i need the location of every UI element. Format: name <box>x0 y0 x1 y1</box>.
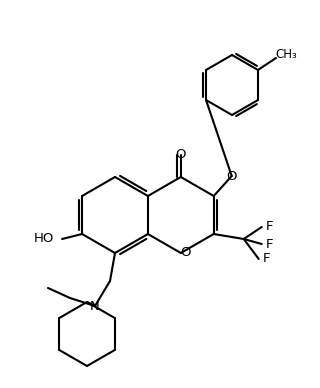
Text: F: F <box>266 220 274 234</box>
Text: F: F <box>266 237 274 251</box>
Text: HO: HO <box>34 232 54 246</box>
Text: O: O <box>227 170 237 182</box>
Text: N: N <box>90 300 100 312</box>
Text: F: F <box>263 253 270 265</box>
Text: CH₃: CH₃ <box>275 48 297 62</box>
Text: O: O <box>176 149 186 161</box>
Text: O: O <box>180 246 191 260</box>
